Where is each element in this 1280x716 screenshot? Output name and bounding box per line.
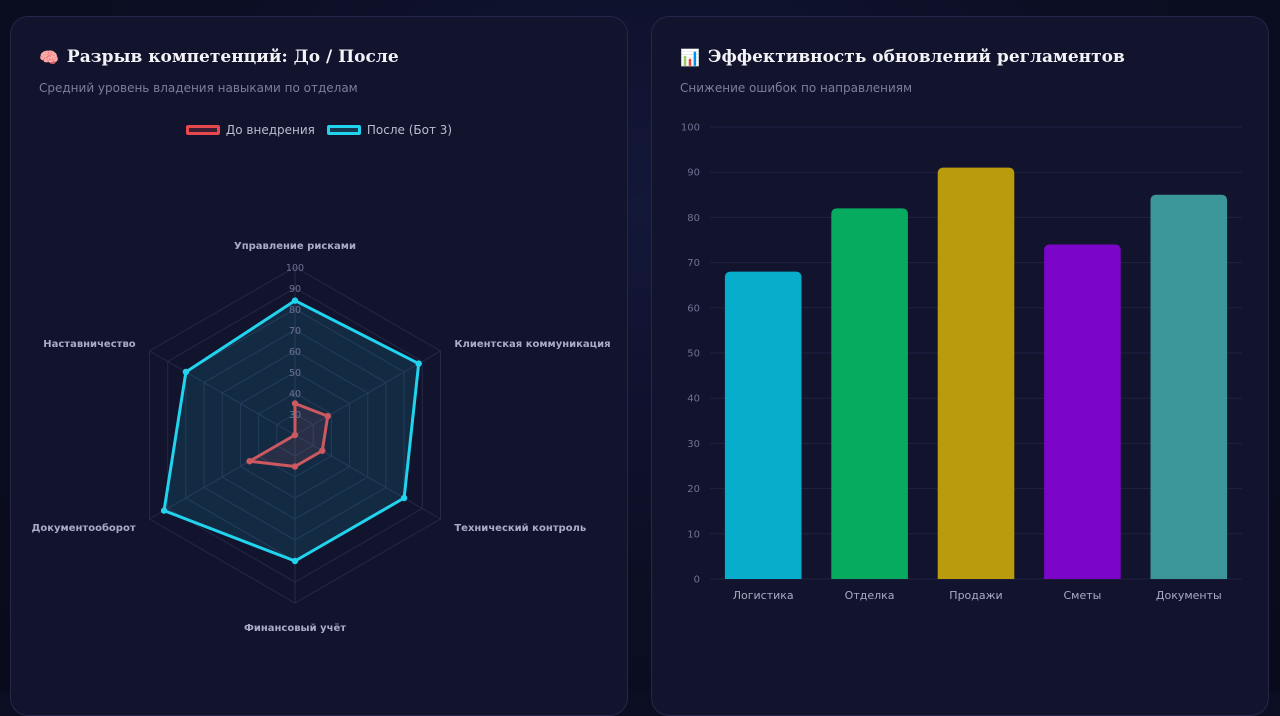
- radar-legend: До внедрения После (Бот 3): [11, 123, 627, 137]
- radar-card: 🧠 Разрыв компетенций: До / После Средний…: [10, 16, 628, 716]
- brain-icon: 🧠: [39, 47, 59, 67]
- radar-point-before[interactable]: [319, 447, 326, 454]
- bar-y-tick-label: 50: [687, 349, 700, 360]
- bar-y-tick-label: 10: [687, 529, 700, 540]
- bar-4[interactable]: [1044, 244, 1121, 579]
- legend-item-after[interactable]: После (Бот 3): [326, 123, 453, 137]
- radar-point-before[interactable]: [246, 458, 253, 465]
- bar-y-tick-label: 100: [681, 123, 700, 134]
- bar-y-tick-label: 0: [694, 575, 700, 586]
- radar-chart: 30 40 50 60 70 80 90 100 Управление рисками Клиен…: [31, 241, 610, 634]
- radar-series-after: [162, 299, 421, 563]
- radar-axis-label: Технический контроль: [454, 523, 586, 534]
- radar-point-after[interactable]: [182, 368, 190, 376]
- radar-point-before[interactable]: [291, 463, 299, 470]
- radar-tick-label: 100: [286, 263, 304, 274]
- radar-point-after[interactable]: [400, 494, 408, 502]
- radar-tick-label: 90: [289, 284, 301, 295]
- radar-point-after[interactable]: [160, 507, 168, 514]
- bar-y-tick-label: 40: [687, 394, 700, 405]
- bar-x-tick-label: Документы: [1156, 589, 1222, 602]
- radar-axis-label: Финансовый учёт: [244, 622, 346, 634]
- radar-spoke: [294, 434, 441, 520]
- radar-spoke: [149, 350, 296, 436]
- radar-point-before[interactable]: [324, 412, 331, 420]
- legend-item-before[interactable]: До внедрения: [185, 123, 315, 137]
- bar-card-title: 📊 Эффективность обновлений регламентов: [680, 47, 1125, 67]
- radar-tick-label: 60: [289, 347, 301, 358]
- radar-card-title: 🧠 Разрыв компетенций: До / После: [39, 47, 399, 67]
- radar-point-after[interactable]: [291, 557, 299, 565]
- bar-card-subtitle: Снижение ошибок по направлениям: [680, 81, 913, 95]
- radar-point-before[interactable]: [291, 400, 299, 407]
- radar-card-title-text: Разрыв компетенций: До / После: [66, 47, 399, 67]
- bar-5[interactable]: [1150, 194, 1228, 580]
- radar-tick-label: 30: [289, 410, 301, 421]
- radar-tick-label: 70: [289, 326, 301, 337]
- bar-y-tick-label: 90: [687, 168, 700, 179]
- bar-1[interactable]: [724, 271, 802, 579]
- bar-2[interactable]: [831, 208, 908, 580]
- legend-label-after: После (Бот 3): [366, 123, 453, 137]
- radar-tick-label: 40: [289, 389, 301, 400]
- bar-card-title-text: Эффективность обновлений регламентов: [707, 47, 1125, 67]
- bar-x-tick-label: Логистика: [733, 589, 794, 602]
- radar-axis-label: Наставничество: [43, 339, 136, 350]
- radar-card-subtitle: Средний уровень владения навыками по отд…: [39, 81, 358, 95]
- bar-chart-icon: 📊: [680, 47, 700, 67]
- bar-chart: 0 10 20 30 40 50 60 70 80 90 100 Логистика Отделка Пр…: [681, 123, 1242, 602]
- legend-swatch-after: [326, 125, 361, 135]
- bar-y-tick-label: 30: [687, 439, 700, 450]
- legend-label-before: До внедрения: [225, 123, 315, 137]
- bar-x-tick-label: Отделка: [845, 589, 895, 602]
- bar-3[interactable]: [937, 167, 1015, 579]
- radar-axis-label: Документооборот: [31, 522, 135, 534]
- legend-swatch-before: [185, 125, 220, 135]
- bar-card: 📊 Эффективность обновлений регламентов С…: [651, 16, 1269, 716]
- radar-point-before[interactable]: [291, 431, 299, 439]
- bar-y-tick-label: 70: [687, 258, 700, 269]
- bar-x-tick-label: Продажи: [949, 589, 1002, 602]
- bar-y-tick-label: 20: [687, 484, 700, 495]
- bar-y-tick-label: 60: [687, 303, 700, 314]
- radar-axis-label: Управление рисками: [234, 241, 356, 252]
- radar-tick-label: 80: [289, 305, 301, 316]
- radar-tick-label: 50: [289, 368, 301, 379]
- bar-x-tick-label: Сметы: [1063, 589, 1101, 602]
- radar-point-after[interactable]: [415, 360, 422, 367]
- bar-y-tick-label: 80: [687, 213, 700, 224]
- radar-axis-label: Клиентская коммуникация: [454, 339, 610, 350]
- radar-point-after[interactable]: [291, 297, 299, 304]
